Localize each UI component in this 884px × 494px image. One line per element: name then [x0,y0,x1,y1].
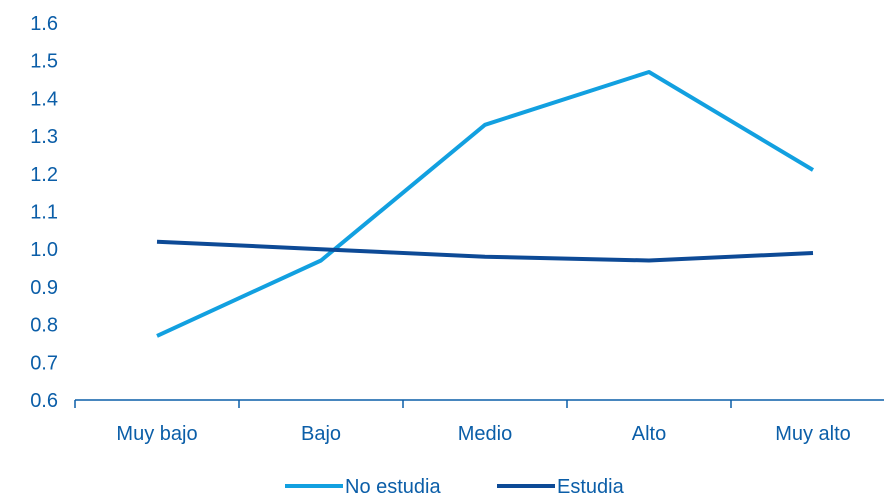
series-line-1 [156,239,814,263]
y-tick-label: 1.3 [30,126,58,148]
x-tick-label: Bajo [301,423,341,445]
y-tick-label: 1.0 [30,239,58,261]
x-axis-tickmarks [74,400,732,408]
series-line-0 [156,70,815,338]
legend-label: No estudia [345,476,441,494]
y-tick-label: 0.6 [30,390,58,412]
x-tick-label: Alto [632,423,666,445]
y-tick-label: 1.2 [30,164,58,186]
y-tick-label: 1.1 [30,202,58,224]
legend-label: Estudia [557,476,625,494]
x-tick-label: Muy alto [775,423,851,445]
series-lines [156,70,815,338]
y-tick-label: 0.8 [30,315,58,337]
legend: No estudia Estudia [285,476,625,494]
y-tick-label: 0.9 [30,277,58,299]
y-tick-label: 1.5 [30,51,58,73]
y-tick-label: 0.7 [30,352,58,374]
x-tick-label: Medio [458,423,512,445]
x-axis-labels: Muy bajo Bajo Medio Alto Muy alto [116,423,850,445]
y-tick-label: 1.4 [30,88,58,110]
y-axis-ticks: 0.6 0.7 0.8 0.9 1.0 1.1 1.2 1.3 1.4 1.5 1.6 [30,13,58,412]
y-tick-label: 1.6 [30,13,58,35]
x-tick-label: Muy bajo [116,423,197,445]
